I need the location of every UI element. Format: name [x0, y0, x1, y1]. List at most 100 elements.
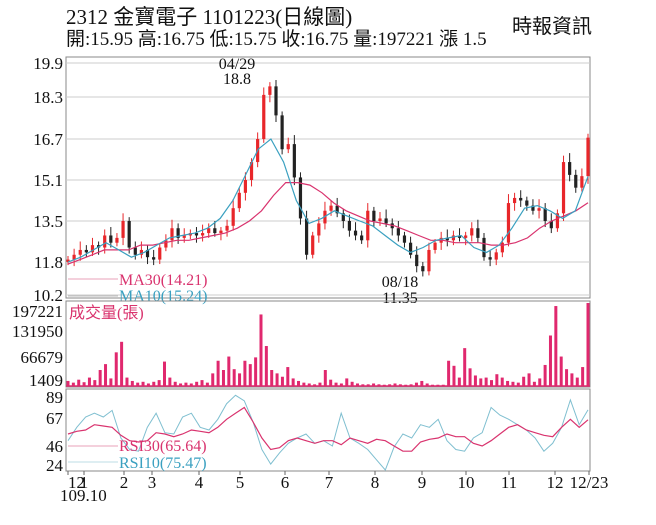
volume-bar	[495, 374, 499, 386]
volume-bar	[104, 364, 108, 386]
candle-body	[103, 235, 107, 248]
candle-body	[549, 221, 553, 229]
volume-bar	[184, 382, 188, 386]
candle-body	[415, 254, 419, 267]
chart-title: 2312 金寶電子 1101223(日線圖)	[66, 5, 353, 29]
volume-bar	[372, 383, 376, 386]
candle-body	[90, 245, 95, 253]
candle-body	[268, 86, 272, 95]
volume-bar	[409, 384, 413, 386]
volume-bar	[554, 306, 558, 386]
volume-bar	[179, 383, 183, 386]
x-tick-label: 6	[281, 473, 290, 492]
candle-body	[482, 237, 486, 258]
candle-body	[457, 235, 462, 238]
volume-bar	[484, 377, 488, 386]
volume-bar	[565, 369, 569, 386]
volume-bar	[329, 379, 333, 386]
volume-bar	[195, 381, 199, 386]
volume-bar	[527, 373, 531, 386]
volume-bar	[254, 357, 258, 386]
volume-bar	[318, 382, 322, 386]
volume-bar	[270, 370, 274, 386]
candle-body	[531, 205, 535, 211]
volume-bar	[264, 346, 268, 386]
volume-bar	[414, 382, 418, 386]
candle-body	[280, 115, 284, 150]
candle-body	[464, 235, 468, 238]
volume-bar	[479, 378, 483, 386]
volume-bar	[334, 382, 338, 386]
volume-bar	[302, 382, 306, 386]
candle-body	[292, 144, 296, 178]
volume-panel	[65, 300, 591, 388]
volume-bar	[522, 376, 526, 386]
high-value-label: 18.8	[223, 71, 251, 88]
candle-body	[402, 235, 407, 243]
candle-body	[384, 218, 388, 224]
volume-bar	[339, 383, 343, 386]
volume-bar	[82, 382, 86, 386]
volume-bar	[136, 382, 140, 386]
volume-bar	[425, 383, 429, 386]
volume-bar	[71, 382, 75, 386]
x-tick-label: 5	[236, 473, 245, 492]
ma10-legend: MA10(15.24)	[119, 288, 207, 305]
rsi-panel	[65, 388, 591, 472]
candle-body	[133, 247, 137, 255]
volume-bar	[275, 373, 279, 386]
volume-bar	[420, 380, 424, 386]
x-tick-label: 12/23	[570, 473, 609, 492]
volume-bar	[468, 368, 472, 386]
candle-body	[158, 247, 162, 260]
volume-bar	[130, 380, 134, 386]
candle-body	[427, 249, 431, 272]
volume-bar	[227, 356, 231, 386]
volume-bar	[98, 370, 102, 386]
x-tick-label: 12	[547, 473, 564, 492]
candle-body	[225, 225, 229, 231]
volume-bar	[109, 378, 113, 386]
low-date-label: 08/18	[382, 274, 418, 291]
volume-bar	[125, 377, 129, 386]
candle-body	[574, 174, 578, 188]
volume-bar	[457, 377, 461, 386]
price-tick: 16.7	[33, 130, 63, 149]
volume-tick: 66679	[21, 348, 64, 367]
candle-body	[72, 254, 76, 260]
x-axis: 121 2 3 4 5 6 7 8 9 10 11 12 12/23	[67, 471, 609, 492]
volume-bar	[388, 384, 392, 386]
candle-body	[249, 162, 254, 180]
volume-bar	[345, 378, 349, 386]
rsi-tick: 46	[46, 437, 63, 456]
volume-bar	[532, 381, 536, 386]
volume-bar	[463, 348, 467, 386]
candle-body	[139, 249, 144, 255]
volume-bar	[506, 380, 510, 386]
volume-bar	[516, 382, 520, 386]
x-tick-label: 10	[458, 473, 475, 492]
candle-body	[311, 235, 315, 255]
volume-bar	[162, 361, 166, 386]
price-stats: 開:15.95 高:16.75 低:15.75 收:16.75 量:197221…	[66, 29, 487, 50]
volume-bar	[280, 376, 284, 386]
candle-body	[243, 180, 248, 193]
candle-body	[237, 192, 241, 209]
volume-bar	[248, 364, 252, 386]
volume-bar	[323, 370, 327, 386]
candle-body	[372, 210, 376, 221]
candle-body	[231, 208, 235, 226]
x-axis-year: 109.10	[60, 486, 107, 505]
candle-body	[207, 228, 211, 234]
candle-body	[378, 218, 382, 221]
candle-body	[396, 228, 400, 236]
volume-bar	[173, 381, 177, 386]
candle-body	[152, 257, 156, 260]
volume-bar	[291, 378, 295, 386]
volume-bar	[393, 383, 397, 386]
volume-tick: 1409	[29, 371, 63, 390]
candle-body	[66, 259, 70, 262]
